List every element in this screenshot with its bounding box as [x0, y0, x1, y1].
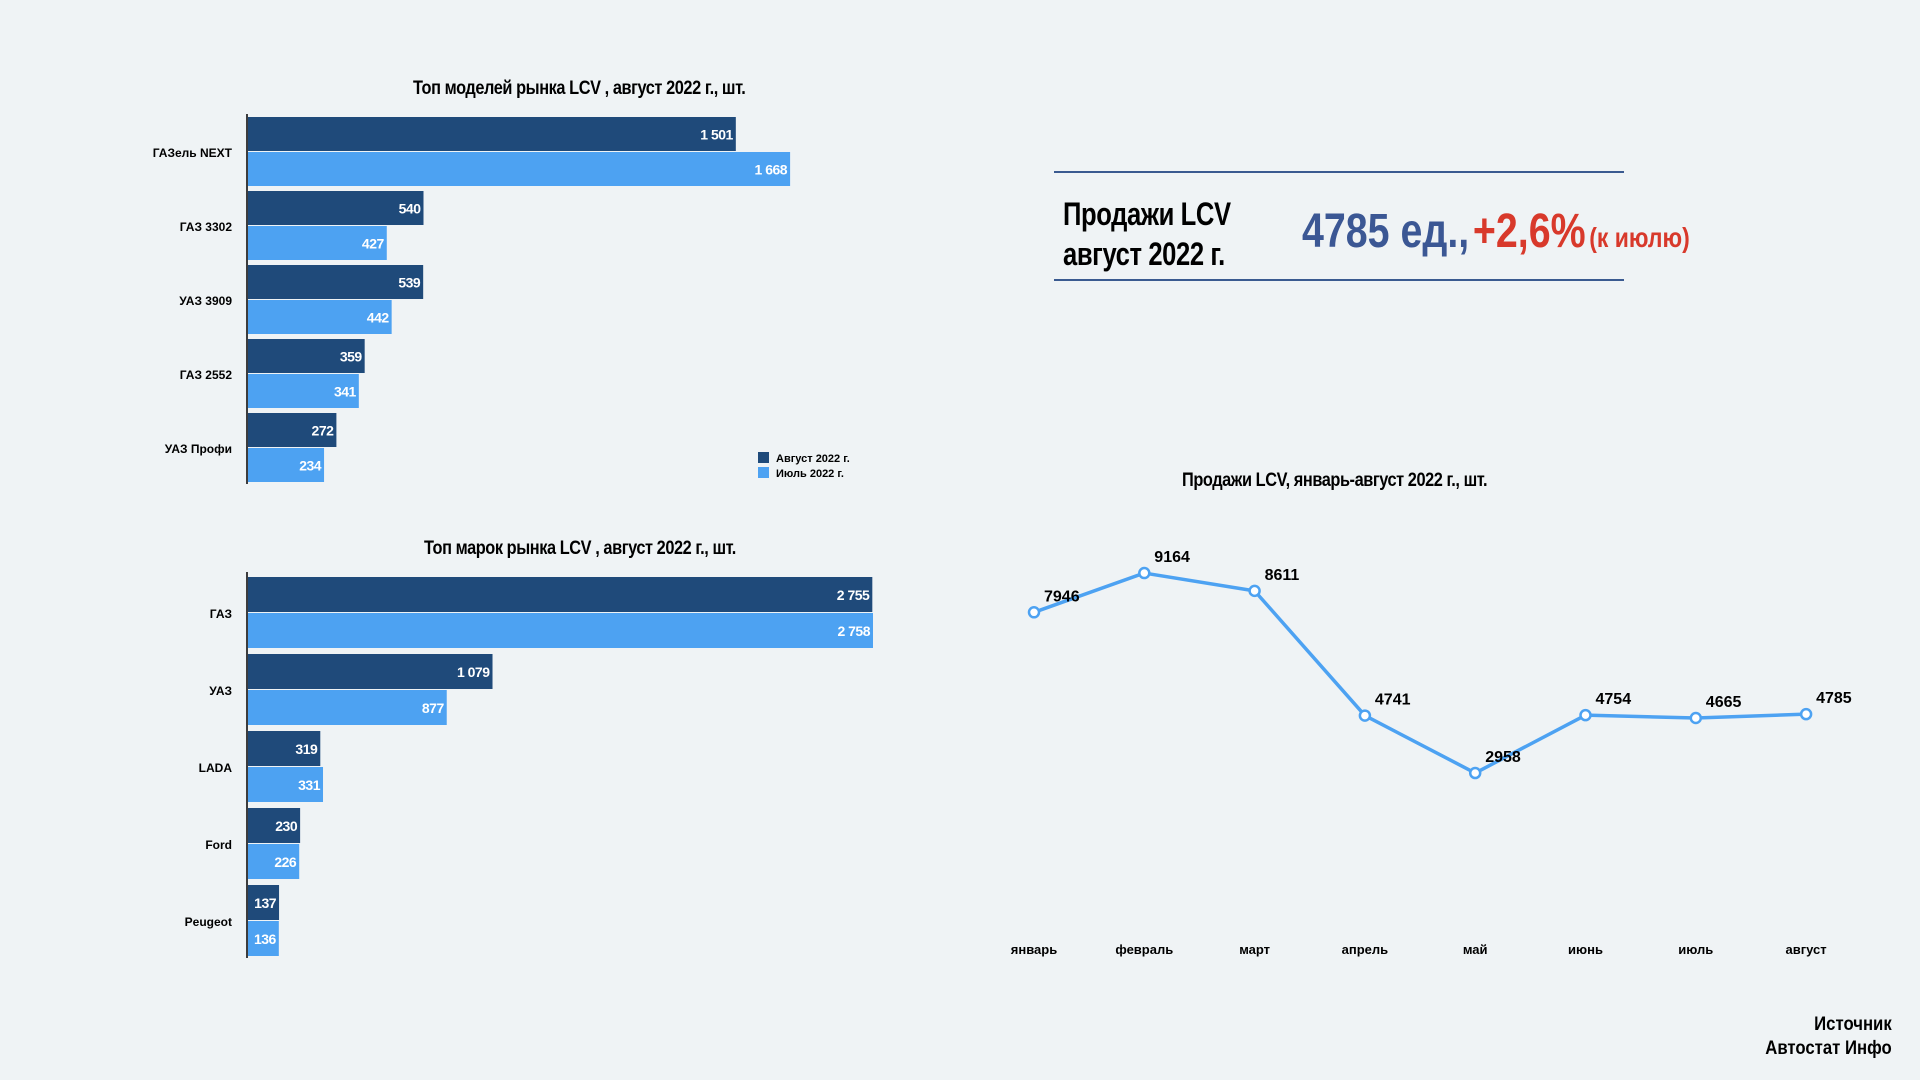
data-label: 234 — [299, 458, 322, 474]
bar — [248, 300, 392, 334]
data-point — [1358, 709, 1372, 722]
summary-bottom-rule — [1054, 279, 1624, 281]
summary-note: (к июлю) — [1589, 222, 1690, 253]
data-label: 1 079 — [457, 664, 490, 680]
data-point — [1689, 711, 1703, 725]
x-tick-label: июнь — [1568, 942, 1603, 957]
data-label: 331 — [298, 777, 321, 793]
source-line1: Источник — [1814, 1014, 1892, 1035]
summary-label-line2: август 2022 г. — [1063, 236, 1225, 272]
summary-value: 4785 ед., +2,6% (к июлю) — [1302, 204, 1690, 259]
category-label: УАЗ — [209, 684, 232, 698]
data-point — [1579, 708, 1592, 722]
x-tick-label: июль — [1678, 942, 1713, 957]
data-label: 4665 — [1706, 694, 1742, 711]
category-label: ГАЗель NEXT — [153, 146, 233, 160]
x-tick-label: май — [1463, 942, 1488, 957]
bar — [248, 265, 424, 299]
legend-label: Август 2022 г. — [776, 453, 850, 465]
bar — [248, 448, 325, 482]
data-label: 1 668 — [755, 162, 788, 178]
series-line — [1033, 571, 1807, 775]
data-label: 877 — [422, 700, 445, 716]
brands-bar-chart: ГАЗ 2 755 2 758 УАЗ 1 079 877 LADA 319 331 Ford 23… — [185, 572, 873, 958]
x-tick-label: апрель — [1342, 942, 1389, 957]
bar — [248, 613, 873, 648]
x-tick-label: август — [1786, 942, 1827, 957]
bar — [248, 808, 301, 843]
category-label: ГАЗ 3302 — [180, 220, 233, 234]
source-line2: Автостат Инфо — [1765, 1038, 1892, 1059]
bar — [248, 226, 387, 260]
summary-units: 4785 ед., — [1302, 205, 1470, 258]
data-point — [1799, 707, 1813, 721]
data-label: 2 758 — [837, 623, 870, 639]
bar — [248, 117, 736, 151]
source-note: Источник Автостат Инфо — [1766, 1013, 1892, 1061]
data-label: 226 — [274, 854, 297, 870]
data-point — [1138, 566, 1151, 580]
bar — [248, 374, 359, 408]
bar — [248, 413, 337, 447]
data-label: 442 — [367, 310, 390, 326]
data-point — [1027, 606, 1041, 619]
legend-swatch — [758, 452, 769, 463]
models-bar-chart: ГАЗель NEXT 1 501 1 668 ГАЗ 3302 540 427 УАЗ 3… — [153, 114, 850, 484]
brands-chart-title: Топ марок рынка LCV , август 2022 г., шт… — [424, 538, 736, 559]
summary-top-rule — [1054, 171, 1624, 173]
bar — [248, 339, 365, 373]
models-chart-title: Топ моделей рынка LCV , август 2022 г., … — [413, 78, 746, 99]
category-label: УАЗ 3909 — [179, 294, 232, 308]
x-tick-label: февраль — [1115, 942, 1173, 957]
summary-change: +2,6% — [1472, 205, 1586, 258]
category-label: Peugeot — [185, 915, 232, 929]
category-label: ГАЗ 2552 — [180, 368, 233, 382]
data-label: 540 — [399, 201, 422, 217]
data-point — [1468, 766, 1482, 780]
data-label: 9164 — [1154, 549, 1190, 566]
data-label: 4785 — [1816, 690, 1852, 707]
data-label: 7946 — [1044, 588, 1080, 605]
sales-line-chart: 7946 январь 9164 февраль 8611 март 4741 апрель 2… — [1011, 549, 1852, 957]
bar — [248, 885, 280, 920]
category-label: УАЗ Профи — [165, 442, 232, 456]
category-label: LADA — [199, 761, 233, 775]
bar — [248, 152, 791, 186]
data-label: 2 755 — [837, 587, 870, 603]
data-label: 230 — [275, 818, 298, 834]
x-tick-label: январь — [1011, 942, 1057, 957]
legend-swatch — [758, 467, 769, 478]
category-label: Ford — [205, 838, 232, 852]
bar — [248, 690, 447, 725]
legend-label: Июль 2022 г. — [776, 468, 844, 480]
data-label: 341 — [334, 384, 357, 400]
x-tick-label: март — [1239, 942, 1270, 957]
data-label: 1 501 — [700, 127, 733, 143]
data-label: 272 — [312, 423, 335, 439]
summary-label: Продажи LCV август 2022 г. — [1063, 194, 1231, 274]
bar — [248, 191, 424, 225]
data-label: 137 — [254, 895, 277, 911]
category-label: ГАЗ — [210, 607, 232, 621]
data-point — [1248, 584, 1261, 598]
line-chart-title: Продажи LCV, январь-август 2022 г., шт. — [1182, 470, 1488, 491]
data-label: 136 — [254, 931, 277, 947]
data-label: 8611 — [1265, 567, 1300, 584]
summary-label-line1: Продажи LCV — [1063, 196, 1231, 232]
bar — [248, 577, 873, 612]
data-label: 4754 — [1596, 691, 1632, 708]
bar — [248, 654, 493, 689]
data-label: 319 — [295, 741, 318, 757]
data-label: 4741 — [1375, 692, 1411, 709]
bar — [248, 844, 300, 879]
bar — [248, 921, 279, 956]
data-label: 2958 — [1485, 749, 1521, 766]
data-label: 359 — [340, 349, 363, 365]
data-label: 427 — [362, 236, 385, 252]
bar — [248, 731, 321, 766]
bar — [248, 767, 324, 802]
data-label: 539 — [398, 275, 421, 291]
